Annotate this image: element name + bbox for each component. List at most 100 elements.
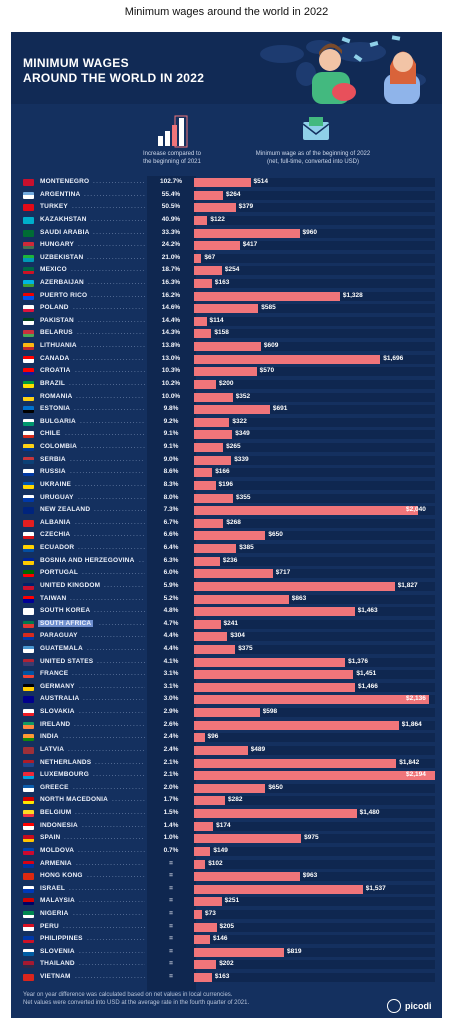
increase-value: = [169, 884, 173, 892]
increase-value: 7.3% [163, 506, 179, 514]
flag-icon [23, 860, 34, 868]
country-label: SPAIN [40, 834, 61, 842]
country-label: SAUDI ARABIA [40, 228, 90, 236]
flag-icon [23, 242, 34, 250]
country-label: TURKEY [40, 203, 68, 211]
wage-bar [194, 973, 212, 983]
flag-icon [23, 368, 34, 376]
wage-column-header: Minimum wage as of the beginning of 2022… [223, 150, 403, 166]
chart-row-saudi-arabia: SAUDI ARABIA.................. 33.3% $960 [11, 228, 442, 239]
wage-bar [194, 632, 228, 642]
country-label: SLOVAKIA [40, 708, 75, 715]
wage-value: $146 [213, 935, 228, 943]
country-label: ALBANIA [40, 518, 71, 526]
wage-value: $254 [224, 266, 240, 274]
bar-track [194, 190, 435, 200]
flag-icon [23, 898, 34, 906]
flag-icon [23, 444, 34, 451]
increase-value: 2.9% [163, 708, 179, 715]
wage-bar [194, 279, 212, 288]
flag-icon [23, 179, 34, 186]
wage-bar [194, 897, 222, 907]
bar-track [194, 619, 435, 629]
picodi-logo: picodi [387, 999, 437, 1013]
increase-value: = [169, 897, 173, 905]
wage-bar [194, 607, 355, 617]
country-label: AUSTRALIA [40, 695, 80, 703]
bar-track [194, 178, 435, 187]
flag-icon [23, 835, 34, 843]
leader-dots: ...................... [79, 947, 145, 955]
bar-track [194, 455, 435, 465]
wage-bar [194, 379, 216, 389]
country-label: PAKISTAN [40, 316, 74, 324]
country-label: THAILAND [40, 960, 75, 968]
increase-value: 4.7% [163, 619, 179, 627]
chart-row-azerbaijan: AZERBAIJAN................... 16.3% $163 [11, 278, 442, 289]
country-label: PUERTO RICO [40, 291, 88, 299]
bar-track [194, 632, 435, 642]
wage-value: $375 [238, 644, 253, 652]
country-label: GREECE [40, 783, 69, 791]
leader-dots: ......................... [72, 203, 145, 211]
wage-value: $149 [213, 846, 228, 854]
leader-dots: ......................... [70, 468, 145, 476]
country-label: PARAGUAY [40, 632, 78, 640]
increase-value: 9.2% [163, 417, 179, 425]
increase-value: 9.1% [163, 443, 179, 450]
country-label: SLOVENIA [40, 947, 75, 955]
increase-value: 10.3% [161, 367, 181, 375]
chart-row-united-kingdom: UNITED KINGDOM.............. 5.9% $1,827 [11, 581, 442, 592]
leader-dots: ...................... [79, 960, 145, 968]
chart-row-spain: SPAIN........................... 1.0% $975 [11, 833, 442, 844]
chart-row-czechia: CZECHIA........................ 6.6% $650 [11, 530, 442, 541]
wage-bar [194, 594, 289, 604]
chart-row-india: INDIA............................ 2.4% $96 [11, 732, 442, 743]
chart-row-nigeria: NIGERIA........................ = $73 [11, 909, 442, 920]
chart-row-canada: CANADA........................ 13.0% $1,69… [11, 354, 442, 365]
man-icon [312, 43, 350, 104]
country-label: BRAZIL [40, 379, 66, 387]
country-label: MOLDOVA [40, 846, 75, 854]
flag-icon [23, 280, 34, 287]
flag-icon [23, 481, 34, 489]
wage-bar [194, 556, 220, 566]
wage-value: $2,136 [406, 695, 426, 703]
increase-value: 1.7% [163, 796, 179, 804]
bar-track [194, 316, 435, 326]
increase-value: 4.4% [163, 632, 179, 640]
bar-track [194, 569, 435, 579]
leader-dots: ........................ [75, 973, 145, 981]
increase-value: 5.9% [163, 581, 179, 589]
country-label: AZERBAIJAN [40, 279, 84, 286]
chart-row-slovenia: SLOVENIA...................... = $819 [11, 947, 442, 958]
wage-value: $717 [275, 569, 291, 577]
flag-icon [23, 645, 34, 653]
increase-value: 10.0% [161, 392, 181, 400]
flag-icon [23, 355, 34, 363]
wage-value: $1,451 [356, 670, 377, 678]
bar-track [194, 846, 435, 856]
bar-track [194, 342, 435, 352]
leader-dots: .......................... [69, 884, 145, 892]
wage-value: $385 [239, 544, 254, 551]
bar-track [194, 241, 435, 251]
bar-track [194, 392, 435, 402]
chart-row-luxembourg: LUXEMBOURG.................. 2.1% $2,194 [11, 770, 442, 781]
wage-value: $650 [268, 783, 283, 791]
flag-icon [23, 216, 34, 224]
chart-row-guatemala: GUATEMALA.................... 4.4% $375 [11, 644, 442, 655]
increase-value: 14.6% [161, 304, 181, 312]
wage-value: $1,466 [358, 682, 378, 690]
increase-value: = [169, 935, 173, 943]
flag-icon [23, 885, 34, 893]
flag-icon [23, 317, 34, 325]
chart-row-ecuador: ECUADOR....................... 6.4% $385 [11, 543, 442, 554]
hero-title: MINIMUM WAGES AROUND THE WORLD IN 2022 [23, 56, 204, 86]
increase-value: 6.4% [163, 544, 179, 551]
country-label: LATVIA [40, 745, 65, 753]
increase-value: 6.0% [163, 569, 179, 577]
bar-track [194, 859, 435, 869]
wage-bar [194, 215, 208, 225]
country-label: HUNGARY [40, 241, 75, 249]
